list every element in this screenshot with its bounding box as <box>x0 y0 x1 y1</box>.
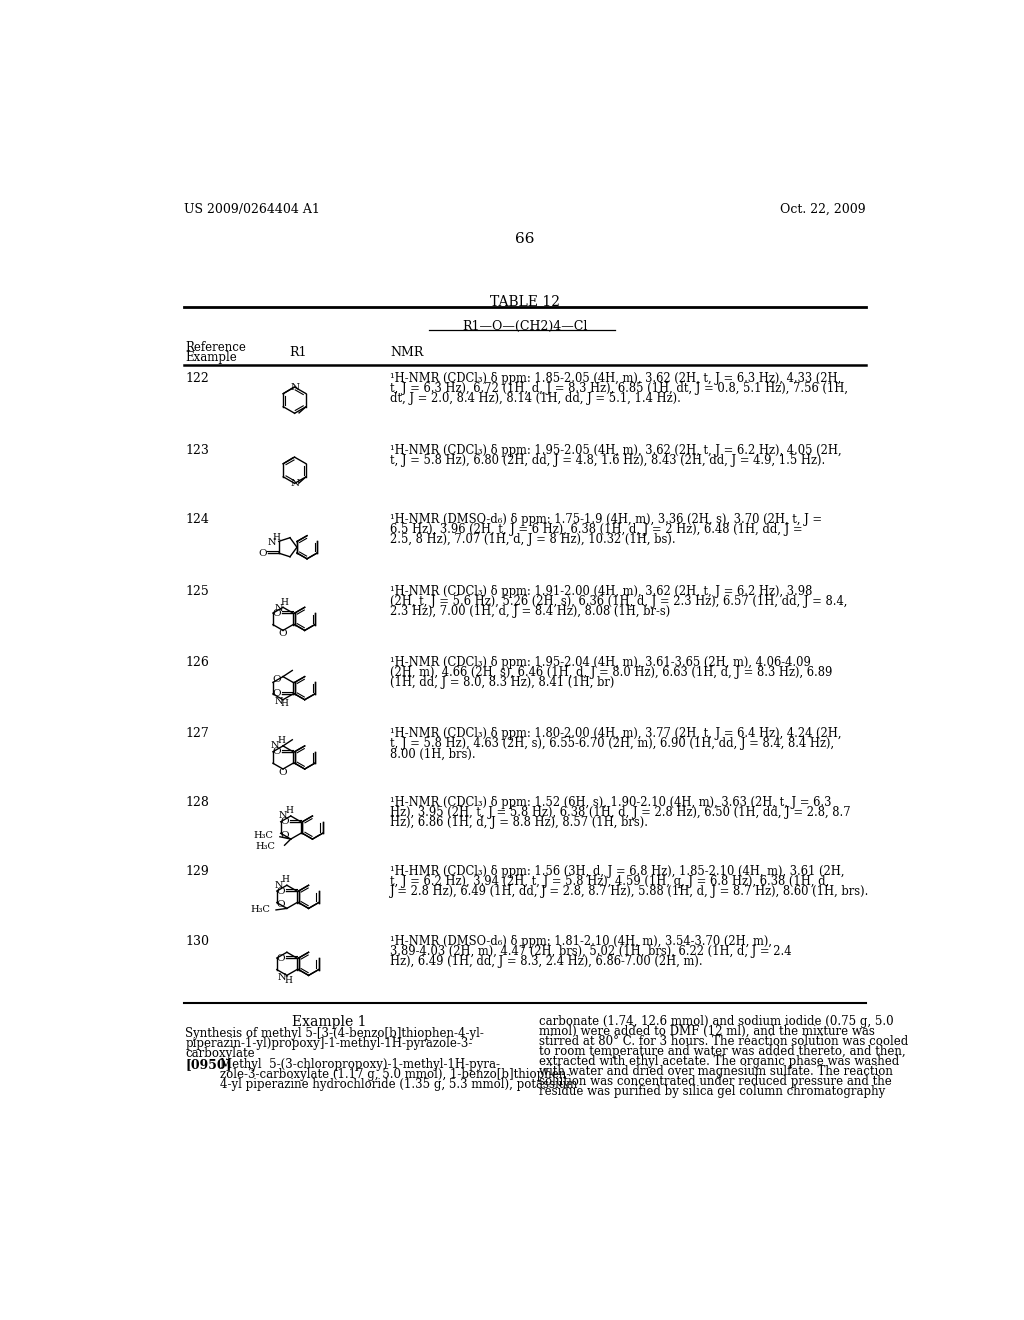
Text: N: N <box>274 880 284 890</box>
Text: H: H <box>278 737 286 744</box>
Text: H₃C: H₃C <box>254 830 273 840</box>
Text: 8.00 (1H, brs).: 8.00 (1H, brs). <box>390 747 475 760</box>
Text: 3.89-4.03 (2H, m), 4.47 (2H, brs), 5.02 (1H, brs), 6.22 (1H, d, J = 2.4: 3.89-4.03 (2H, m), 4.47 (2H, brs), 5.02 … <box>390 945 792 957</box>
Text: (1H, dd, J = 8.0, 8.3 Hz), 8.41 (1H, br): (1H, dd, J = 8.0, 8.3 Hz), 8.41 (1H, br) <box>390 676 614 689</box>
Text: H: H <box>282 875 289 884</box>
Text: (2H, t, J = 5.6 Hz), 5.26 (2H, s), 6.36 (1H, d, J = 2.3 Hz), 6.57 (1H, dd, J = 8: (2H, t, J = 5.6 Hz), 5.26 (2H, s), 6.36 … <box>390 595 847 609</box>
Text: J = 2.8 Hz), 6.49 (1H, dd, J = 2.8, 8.7 Hz), 5.88 (1H, d, J = 8.7 Hz), 8.60 (1H,: J = 2.8 Hz), 6.49 (1H, dd, J = 2.8, 8.7 … <box>390 886 869 899</box>
Text: ¹H-NMR (DMSO-d₆) δ ppm: 1.75-1.9 (4H, m), 3.36 (2H, s), 3.70 (2H, t, J =: ¹H-NMR (DMSO-d₆) δ ppm: 1.75-1.9 (4H, m)… <box>390 513 822 527</box>
Text: N: N <box>290 479 299 488</box>
Text: N: N <box>278 973 287 982</box>
Text: carboxylate: carboxylate <box>185 1047 255 1060</box>
Text: N: N <box>274 605 284 614</box>
Text: carbonate (1.74, 12.6 mmol) and sodium iodide (0.75 g, 5.0: carbonate (1.74, 12.6 mmol) and sodium i… <box>539 1015 893 1028</box>
Text: O: O <box>272 609 282 618</box>
Text: 129: 129 <box>185 866 209 878</box>
Text: R1: R1 <box>290 346 307 359</box>
Text: t, J = 5.8 Hz), 6.80 (2H, dd, J = 4.8, 1.6 Hz), 8.43 (2H, dd, J = 4.9, 1.5 Hz).: t, J = 5.8 Hz), 6.80 (2H, dd, J = 4.8, 1… <box>390 454 825 467</box>
Text: R1—O—(CH2)4—Cl: R1—O—(CH2)4—Cl <box>462 321 588 333</box>
Text: piperazin-1-yl)propoxy]-1-methyl-1H-pyrazole-3-: piperazin-1-yl)propoxy]-1-methyl-1H-pyra… <box>185 1038 473 1049</box>
Text: O: O <box>272 747 282 756</box>
Text: O: O <box>279 768 288 777</box>
Text: 128: 128 <box>185 796 209 809</box>
Text: ¹H-NMR (CDCl₃) δ ppm: 1.52 (6H, s), 1.90-2.10 (4H, m), 3.63 (2H, t, J = 6.3: ¹H-NMR (CDCl₃) δ ppm: 1.52 (6H, s), 1.90… <box>390 796 831 809</box>
Text: ¹H-HMR (CDCl₃) δ ppm: 1.56 (3H, d, J = 6.8 Hz), 1.85-2.10 (4H, m), 3.61 (2H,: ¹H-HMR (CDCl₃) δ ppm: 1.56 (3H, d, J = 6… <box>390 866 845 878</box>
Text: H₃C: H₃C <box>250 906 270 915</box>
Text: N: N <box>271 742 280 750</box>
Text: t, J = 6.3 Hz), 6.72 (1H, d, J = 8.3 Hz), 6.85 (1H, dt, J = 0.8, 5.1 Hz), 7.56 (: t, J = 6.3 Hz), 6.72 (1H, d, J = 8.3 Hz)… <box>390 383 848 396</box>
Text: H: H <box>281 700 289 708</box>
Text: US 2009/0264404 A1: US 2009/0264404 A1 <box>183 203 319 216</box>
Text: 127: 127 <box>185 727 209 741</box>
Text: zole-3-carboxylate (1.17 g, 5.0 mmol), 1-benzo[b]thiophen-: zole-3-carboxylate (1.17 g, 5.0 mmol), 1… <box>220 1068 570 1081</box>
Text: Methyl  5-(3-chloropropoxy)-1-methyl-1H-pyra-: Methyl 5-(3-chloropropoxy)-1-methyl-1H-p… <box>220 1057 501 1071</box>
Text: residue was purified by silica gel column chromatography: residue was purified by silica gel colum… <box>539 1085 885 1098</box>
Text: H₃C: H₃C <box>255 842 275 851</box>
Text: 130: 130 <box>185 935 209 948</box>
Text: ¹H-NMR (CDCl₃) δ ppm: 1.91-2.00 (4H, m), 3.62 (2H, t, J = 6.2 Hz), 3.98: ¹H-NMR (CDCl₃) δ ppm: 1.91-2.00 (4H, m),… <box>390 585 812 598</box>
Text: O: O <box>279 630 288 638</box>
Text: H: H <box>281 598 289 607</box>
Text: O: O <box>272 689 282 698</box>
Text: 123: 123 <box>185 444 209 457</box>
Text: mmol) were added to DMF (12 ml), and the mixture was: mmol) were added to DMF (12 ml), and the… <box>539 1024 874 1038</box>
Text: O: O <box>258 549 267 557</box>
Text: with water and dried over magnesium sulfate. The reaction: with water and dried over magnesium sulf… <box>539 1065 893 1077</box>
Text: Synthesis of methyl 5-[3-(4-benzo[b]thiophen-4-yl-: Synthesis of methyl 5-[3-(4-benzo[b]thio… <box>185 1027 484 1040</box>
Text: Oct. 22, 2009: Oct. 22, 2009 <box>780 203 866 216</box>
Text: ¹H-NMR (CDCl₃) δ ppm: 1.80-2.00 (4H, m), 3.77 (2H, t, J = 6.4 Hz), 4.24 (2H,: ¹H-NMR (CDCl₃) δ ppm: 1.80-2.00 (4H, m),… <box>390 727 842 741</box>
Text: N: N <box>290 383 299 392</box>
Text: dt, J = 2.0, 8.4 Hz), 8.14 (1H, dd, J = 5.1, 1.4 Hz).: dt, J = 2.0, 8.4 Hz), 8.14 (1H, dd, J = … <box>390 392 681 405</box>
Text: ¹H-NMR (CDCl₃) δ ppm: 1.95-2.04 (4H, m), 3.61-3.65 (2H, m), 4.06-4.09: ¹H-NMR (CDCl₃) δ ppm: 1.95-2.04 (4H, m),… <box>390 656 811 669</box>
Text: NMR: NMR <box>390 346 423 359</box>
Text: t, J = 6.2 Hz), 3.94 (2H, t, J = 5.8 Hz), 4.59 (1H, q, J = 6.8 Hz), 6.38 (1H, d,: t, J = 6.2 Hz), 3.94 (2H, t, J = 5.8 Hz)… <box>390 875 829 888</box>
Text: O: O <box>276 887 285 895</box>
Text: N: N <box>267 537 276 546</box>
Text: t, J = 5.8 Hz), 4.63 (2H, s), 6.55-6.70 (2H, m), 6.90 (1H, dd, J = 8.4, 8.4 Hz),: t, J = 5.8 Hz), 4.63 (2H, s), 6.55-6.70 … <box>390 738 835 751</box>
Text: 124: 124 <box>185 513 209 527</box>
Text: TABLE 12: TABLE 12 <box>489 296 560 309</box>
Text: O: O <box>276 900 285 909</box>
Text: 126: 126 <box>185 656 209 669</box>
Text: 2.5, 8 Hz), 7.07 (1H, d, J = 8 Hz), 10.32 (1H, bs).: 2.5, 8 Hz), 7.07 (1H, d, J = 8 Hz), 10.3… <box>390 533 676 546</box>
Text: Example: Example <box>185 351 238 364</box>
Text: O: O <box>276 953 285 962</box>
Text: 125: 125 <box>185 585 209 598</box>
Text: ¹H-NMR (DMSO-d₆) δ ppm: 1.81-2.10 (4H, m), 3.54-3.70 (2H, m),: ¹H-NMR (DMSO-d₆) δ ppm: 1.81-2.10 (4H, m… <box>390 935 772 948</box>
Text: Hz), 6.86 (1H, d, J = 8.8 Hz), 8.57 (1H, brs).: Hz), 6.86 (1H, d, J = 8.8 Hz), 8.57 (1H,… <box>390 816 648 829</box>
Text: to room temperature and water was added thereto, and then,: to room temperature and water was added … <box>539 1044 905 1057</box>
Text: [0950]: [0950] <box>185 1057 231 1071</box>
Text: N: N <box>274 697 284 706</box>
Text: H: H <box>285 977 293 985</box>
Text: 4-yl piperazine hydrochloride (1.35 g, 5.3 mmol), potassium: 4-yl piperazine hydrochloride (1.35 g, 5… <box>220 1077 578 1090</box>
Text: Reference: Reference <box>185 341 246 354</box>
Text: 6.5 Hz), 3.96 (2H, t, J = 6 Hz), 6.38 (1H, d, J = 2 Hz), 6.48 (1H, dd, J =: 6.5 Hz), 3.96 (2H, t, J = 6 Hz), 6.38 (1… <box>390 524 803 536</box>
Text: ¹H-NMR (CDCl₃) δ ppm: 1.85-2.05 (4H, m), 3.62 (2H, t, J = 6.3 Hz), 4.33 (2H,: ¹H-NMR (CDCl₃) δ ppm: 1.85-2.05 (4H, m),… <box>390 372 841 385</box>
Text: Hz), 6.49 (1H, dd, J = 8.3, 2.4 Hz), 6.86-7.00 (2H, m).: Hz), 6.49 (1H, dd, J = 8.3, 2.4 Hz), 6.8… <box>390 954 702 968</box>
Text: O: O <box>281 817 289 826</box>
Text: 2.3 Hz), 7.00 (1H, d, J = 8.4 Hz), 8.08 (1H, br-s): 2.3 Hz), 7.00 (1H, d, J = 8.4 Hz), 8.08 … <box>390 605 670 618</box>
Text: H: H <box>286 807 293 814</box>
Text: solution was concentrated under reduced pressure and the: solution was concentrated under reduced … <box>539 1074 892 1088</box>
Text: Hz), 3.95 (2H, t, J = 5.8 Hz), 6.38 (1H, d, J = 2.8 Hz), 6.50 (1H, dd, J = 2.8, : Hz), 3.95 (2H, t, J = 5.8 Hz), 6.38 (1H,… <box>390 807 851 818</box>
Text: 122: 122 <box>185 372 209 385</box>
Text: N: N <box>279 812 288 821</box>
Text: extracted with ethyl acetate. The organic phase was washed: extracted with ethyl acetate. The organi… <box>539 1055 899 1068</box>
Text: (2H, m), 4.66 (2H, s), 6.46 (1H, d, J = 8.0 Hz), 6.63 (1H, d, J = 8.3 Hz), 6.89: (2H, m), 4.66 (2H, s), 6.46 (1H, d, J = … <box>390 665 833 678</box>
Text: O: O <box>272 675 282 684</box>
Text: stirred at 80° C. for 3 hours. The reaction solution was cooled: stirred at 80° C. for 3 hours. The react… <box>539 1035 908 1048</box>
Text: 66: 66 <box>515 231 535 246</box>
Text: O: O <box>281 832 289 840</box>
Text: H: H <box>272 533 281 543</box>
Text: ¹H-NMR (CDCl₃) δ ppm: 1.95-2.05 (4H, m), 3.62 (2H, t, J = 6.2 Hz), 4.05 (2H,: ¹H-NMR (CDCl₃) δ ppm: 1.95-2.05 (4H, m),… <box>390 444 842 457</box>
Text: Example 1: Example 1 <box>292 1015 367 1028</box>
